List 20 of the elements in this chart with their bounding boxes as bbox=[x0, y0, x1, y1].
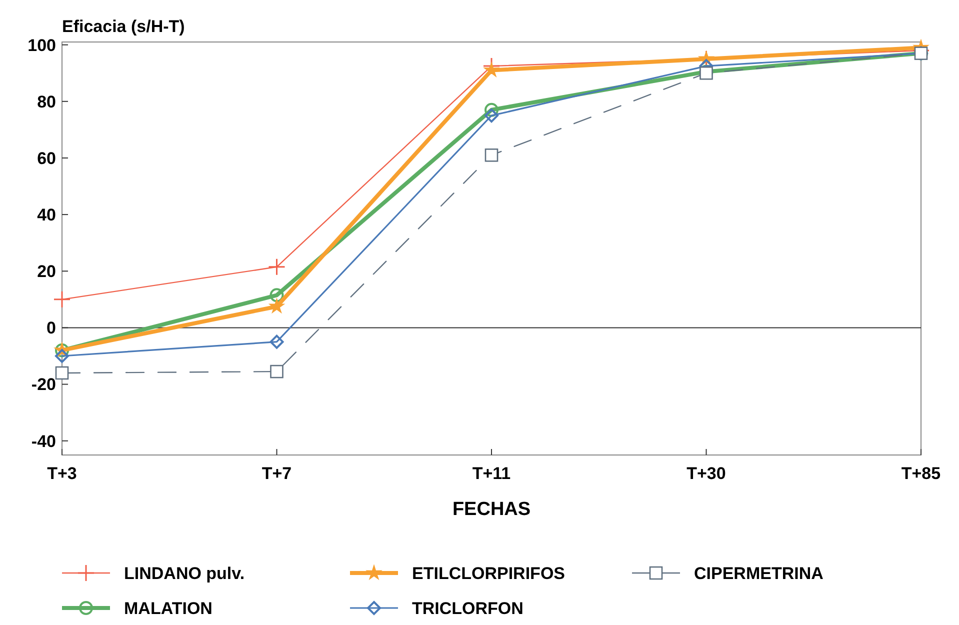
y-tick-label: 60 bbox=[37, 148, 56, 168]
legend-label: CIPERMETRINA bbox=[694, 564, 824, 583]
y-axis-title: Eficacia (s/H-T) bbox=[62, 17, 185, 36]
y-tick-label: -20 bbox=[31, 375, 56, 394]
y-tick-label: -40 bbox=[31, 432, 56, 451]
x-tick-label: T+11 bbox=[472, 464, 511, 483]
y-tick-label: 0 bbox=[46, 318, 56, 338]
legend-label: TRICLORFON bbox=[412, 598, 524, 618]
x-tick-label: T+3 bbox=[47, 464, 77, 483]
legend-label: ETILCLORPIRIFOS bbox=[412, 564, 565, 583]
x-tick-label: T+7 bbox=[262, 464, 292, 483]
x-tick-label: T+85 bbox=[901, 464, 941, 483]
legend-label: MALATION bbox=[124, 598, 212, 618]
y-tick-label: 80 bbox=[37, 92, 56, 112]
y-tick-label: 100 bbox=[28, 36, 56, 55]
y-tick-label: 40 bbox=[37, 206, 56, 225]
x-tick-label: T+30 bbox=[686, 464, 726, 483]
legend-label: LINDANO pulv. bbox=[124, 564, 245, 583]
x-axis-title: FECHAS bbox=[452, 499, 531, 520]
y-tick-label: 20 bbox=[37, 262, 56, 282]
